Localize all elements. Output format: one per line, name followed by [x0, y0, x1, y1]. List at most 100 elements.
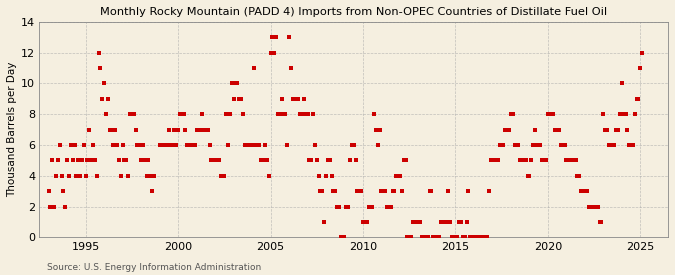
Point	[596, 220, 607, 224]
Point	[195, 127, 206, 132]
Point	[406, 235, 416, 240]
Point	[413, 220, 424, 224]
Point	[529, 127, 540, 132]
Point	[339, 235, 350, 240]
Point	[496, 143, 507, 147]
Point	[585, 204, 596, 209]
Point	[311, 158, 322, 163]
Point	[75, 174, 86, 178]
Point	[359, 220, 370, 224]
Point	[45, 204, 56, 209]
Point	[310, 143, 321, 147]
Point	[284, 35, 294, 40]
Point	[243, 143, 254, 147]
Point	[354, 189, 364, 193]
Point	[65, 143, 76, 147]
Point	[361, 220, 372, 224]
Point	[513, 143, 524, 147]
Point	[443, 189, 454, 193]
Point	[431, 235, 442, 240]
Point	[313, 174, 324, 178]
Point	[481, 235, 492, 240]
Point	[241, 143, 252, 147]
Point	[99, 81, 109, 86]
Point	[141, 174, 152, 178]
Point	[134, 143, 144, 147]
Point	[387, 189, 398, 193]
Point	[487, 158, 497, 163]
Point	[302, 112, 313, 116]
Point	[73, 158, 84, 163]
Point	[472, 235, 483, 240]
Point	[206, 158, 217, 163]
Point	[611, 127, 622, 132]
Point	[551, 127, 562, 132]
Point	[506, 112, 516, 116]
Point	[346, 143, 357, 147]
Point	[489, 158, 500, 163]
Point	[468, 235, 479, 240]
Point	[115, 174, 126, 178]
Point	[184, 143, 194, 147]
Point	[117, 143, 128, 147]
Point	[466, 235, 477, 240]
Point	[154, 143, 165, 147]
Point	[408, 220, 418, 224]
Point	[123, 174, 134, 178]
Point	[108, 143, 119, 147]
Point	[173, 127, 184, 132]
Point	[528, 143, 539, 147]
Point	[71, 174, 82, 178]
Point	[158, 143, 169, 147]
Point	[324, 158, 335, 163]
Point	[274, 112, 285, 116]
Point	[402, 235, 412, 240]
Point	[426, 189, 437, 193]
Point	[261, 158, 272, 163]
Point	[319, 220, 329, 224]
Point	[333, 204, 344, 209]
Point	[338, 235, 348, 240]
Point	[138, 143, 148, 147]
Point	[558, 143, 568, 147]
Point	[234, 97, 244, 101]
Point	[69, 143, 80, 147]
Point	[380, 189, 391, 193]
Point	[326, 174, 337, 178]
Point	[213, 158, 224, 163]
Point	[51, 174, 61, 178]
Point	[167, 143, 178, 147]
Point	[193, 127, 204, 132]
Point	[293, 97, 304, 101]
Point	[56, 174, 67, 178]
Point	[210, 158, 221, 163]
Point	[444, 220, 455, 224]
Point	[328, 189, 339, 193]
Point	[518, 158, 529, 163]
Point	[537, 158, 547, 163]
Point	[365, 204, 376, 209]
Point	[498, 143, 509, 147]
Point	[539, 158, 549, 163]
Point	[622, 127, 632, 132]
Point	[175, 112, 186, 116]
Point	[84, 127, 95, 132]
Point	[103, 97, 113, 101]
Point	[433, 235, 444, 240]
Point	[587, 204, 597, 209]
Point	[88, 143, 99, 147]
Point	[76, 158, 87, 163]
Point	[603, 143, 614, 147]
Point	[223, 143, 234, 147]
Point	[601, 127, 612, 132]
Point	[60, 204, 71, 209]
Point	[236, 97, 246, 101]
Point	[289, 97, 300, 101]
Point	[598, 112, 609, 116]
Point	[416, 235, 427, 240]
Point	[541, 158, 551, 163]
Point	[323, 158, 333, 163]
Point	[614, 112, 625, 116]
Point	[637, 51, 647, 55]
Point	[211, 158, 222, 163]
